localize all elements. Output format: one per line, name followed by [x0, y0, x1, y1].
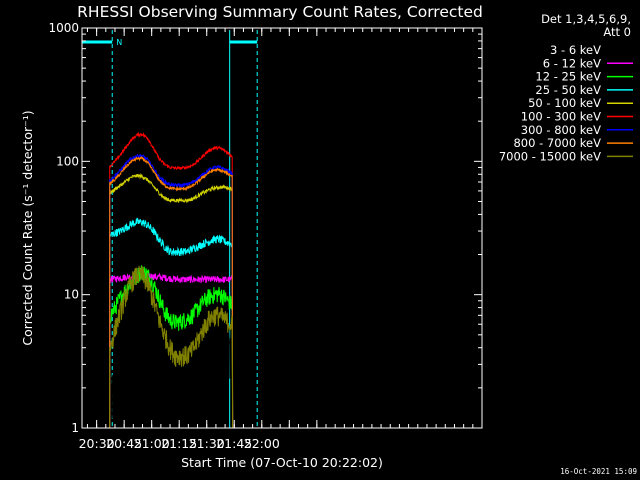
x-tick-label-2: 21:00	[134, 436, 170, 451]
series-line-5	[109, 131, 234, 429]
series-line-0	[109, 294, 234, 429]
x-tick-label-1: 20:45	[106, 436, 142, 451]
y-tick-label-3: 1000	[48, 21, 79, 35]
legend-label-0: 3 - 6 keV	[550, 43, 601, 57]
legend-label-3: 25 - 50 keV	[535, 83, 601, 97]
legend-label-4: 50 - 100 keV	[528, 96, 601, 110]
timestamp: 16-Oct-2021 15:09	[560, 467, 637, 476]
legend-header-line-2: Att 0	[603, 25, 631, 39]
series-line-8	[109, 265, 234, 429]
legend-label-7: 800 - 7000 keV	[513, 136, 601, 150]
series-line-3	[109, 217, 234, 429]
legend-label-8: 7000 - 15000 keV	[499, 149, 601, 163]
legend-label-6: 300 - 800 keV	[521, 123, 601, 137]
x-tick-label-5: 21:45	[216, 436, 252, 451]
y-axis-label: Corrected Count Rate (s⁻¹ detector⁻¹)	[20, 110, 35, 345]
x-tick-label-0: 20:30	[79, 436, 115, 451]
series-line-7	[109, 156, 234, 429]
legend-label-5: 100 - 300 keV	[521, 110, 601, 124]
y-tick-label-2: 100	[56, 154, 79, 168]
series-line-4	[109, 172, 234, 429]
plot-frame	[81, 27, 483, 429]
legend-header-line-1: Det 1,3,4,5,6,9,	[541, 12, 631, 26]
x-tick-label-3: 21:15	[161, 436, 197, 451]
chart-title: RHESSI Observing Summary Count Rates, Co…	[77, 3, 483, 21]
x-tick-label-6: 22:00	[244, 436, 280, 451]
y-tick-label-0: 1	[71, 421, 79, 435]
axes: 1 10 100 1000 20:3020:4521:0021:1521:3021:45…	[48, 21, 483, 451]
y-tick-label-1: 10	[64, 288, 79, 302]
night-label: N	[116, 38, 122, 47]
series-lines	[109, 131, 234, 429]
x-axis-label: Start Time (07-Oct-10 20:22:02)	[181, 455, 383, 470]
legend-label-2: 12 - 25 keV	[535, 70, 601, 84]
legend-label-1: 6 - 12 keV	[543, 56, 601, 70]
x-tick-label-4: 21:30	[189, 436, 225, 451]
